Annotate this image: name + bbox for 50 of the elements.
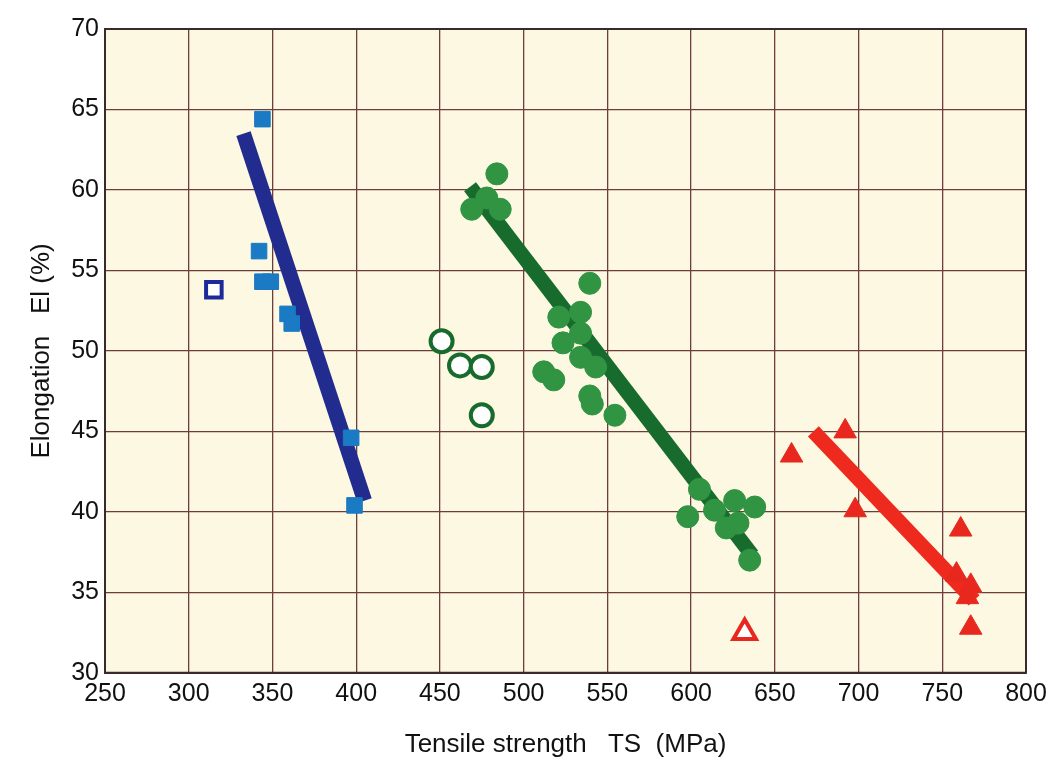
y-tick-label: 45: [71, 415, 100, 444]
point: [488, 197, 512, 221]
x-tick-label: 750: [921, 677, 964, 706]
point: [676, 505, 700, 529]
x-tick-label: 450: [419, 677, 461, 706]
point: [687, 477, 711, 501]
point: [204, 279, 224, 300]
point: [569, 300, 593, 324]
point: [460, 197, 484, 221]
x-tick-label: 800: [1005, 677, 1047, 706]
point: [738, 548, 762, 572]
point: [262, 273, 280, 290]
y-tick-label: 70: [71, 12, 100, 41]
point: [283, 315, 300, 332]
point: [584, 355, 608, 379]
point: [726, 511, 750, 535]
x-tick-label: 500: [502, 677, 545, 706]
y-axis-title: Elongation El (%): [24, 243, 55, 459]
point: [547, 305, 571, 329]
point: [551, 331, 575, 355]
x-tick-label: 600: [670, 677, 712, 706]
x-tick-label: 350: [251, 677, 294, 706]
point: [485, 162, 509, 186]
point: [342, 429, 360, 447]
x-tick-label: 550: [586, 677, 629, 706]
point: [468, 354, 495, 380]
y-tick-label: 60: [71, 173, 100, 202]
point: [542, 368, 566, 392]
x-tick-label: 300: [167, 677, 210, 706]
point: [578, 271, 602, 295]
point: [743, 495, 767, 519]
y-tick-label: 55: [71, 254, 100, 283]
point: [603, 403, 627, 427]
y-tick-label: 35: [71, 576, 100, 605]
point: [723, 489, 747, 513]
point: [703, 498, 727, 522]
point: [569, 321, 593, 345]
point: [468, 402, 495, 429]
x-axis-title: Tensile strength TS (MPa): [404, 727, 727, 758]
x-tick-label: 700: [837, 677, 880, 706]
x-tick-label: 650: [753, 677, 796, 706]
point: [346, 497, 363, 514]
y-tick-label: 40: [71, 495, 100, 524]
point: [428, 328, 455, 355]
y-tick-label: 50: [71, 334, 100, 363]
y-tick-label: 65: [71, 93, 100, 122]
point: [250, 242, 268, 260]
point: [447, 352, 474, 379]
x-tick-label: 400: [335, 677, 378, 706]
point: [254, 110, 271, 128]
